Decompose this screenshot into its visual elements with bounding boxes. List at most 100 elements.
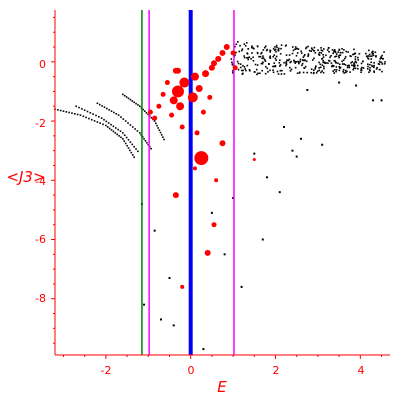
data-point <box>273 65 275 68</box>
data-point <box>351 61 354 63</box>
data-point <box>147 113 149 116</box>
data-point <box>230 58 233 60</box>
data-point <box>269 51 272 53</box>
data-point <box>291 46 294 48</box>
data-point <box>131 154 134 156</box>
data-point <box>261 62 264 65</box>
data-point <box>232 69 234 72</box>
data-point <box>353 65 356 68</box>
data-point <box>306 71 308 74</box>
data-point <box>298 61 300 64</box>
data-point <box>378 63 381 66</box>
data-point <box>318 54 321 56</box>
data-point <box>102 123 104 126</box>
data-point <box>106 107 108 110</box>
data-point <box>297 60 299 63</box>
data-point <box>337 51 340 53</box>
data-point <box>82 115 85 118</box>
data-point <box>383 63 386 65</box>
data-point <box>320 52 323 54</box>
data-point <box>355 84 358 87</box>
data-point <box>81 108 83 110</box>
data-point <box>256 51 259 54</box>
data-point <box>319 66 322 69</box>
highlight-point <box>156 103 162 109</box>
data-point <box>239 63 242 65</box>
data-point <box>261 51 263 54</box>
data-point <box>317 53 320 56</box>
data-point <box>320 49 323 51</box>
data-point <box>143 138 145 140</box>
data-point <box>274 48 277 51</box>
data-point <box>68 111 70 114</box>
data-point <box>294 46 297 48</box>
data-point <box>368 49 370 52</box>
data-point <box>353 67 355 70</box>
data-point <box>347 51 349 53</box>
data-point <box>327 59 330 62</box>
data-point <box>370 58 373 60</box>
data-point <box>108 127 111 130</box>
data-point <box>352 53 354 56</box>
highlight-point <box>179 124 185 130</box>
data-point <box>368 71 370 74</box>
data-point <box>341 51 344 54</box>
data-point <box>299 60 302 63</box>
data-point <box>303 53 306 56</box>
data-point <box>92 113 94 115</box>
data-point <box>365 52 367 55</box>
data-point <box>305 47 307 50</box>
data-point <box>239 44 241 47</box>
data-point <box>353 62 355 64</box>
highlight-point <box>190 72 199 81</box>
data-point <box>131 100 134 102</box>
data-point <box>361 60 364 63</box>
data-point <box>133 101 135 104</box>
highlight-point <box>171 85 184 98</box>
highlight-point <box>195 84 203 92</box>
data-point <box>318 69 321 72</box>
data-point <box>261 238 264 241</box>
data-point <box>294 66 297 69</box>
data-point <box>95 114 97 117</box>
data-point <box>301 62 304 65</box>
data-point <box>322 59 324 62</box>
data-point <box>307 55 309 58</box>
data-point <box>335 69 338 71</box>
data-point <box>318 51 321 54</box>
highlight-point <box>200 109 206 115</box>
data-point <box>297 48 300 50</box>
data-point <box>358 52 361 55</box>
data-point <box>346 66 349 69</box>
highlight-point <box>252 158 256 162</box>
data-point <box>241 69 243 72</box>
data-point <box>333 72 335 74</box>
data-point <box>252 59 255 62</box>
data-point <box>352 68 354 71</box>
data-point <box>256 73 258 76</box>
data-point <box>371 64 373 67</box>
data-point <box>243 43 246 45</box>
data-point <box>361 66 363 69</box>
data-point <box>322 61 325 64</box>
y-tick-label: -4 <box>35 175 46 188</box>
data-point <box>310 71 313 74</box>
data-point <box>368 53 371 56</box>
data-point <box>129 124 132 126</box>
data-point <box>273 62 276 64</box>
x-axis-title: E <box>217 378 227 396</box>
data-point <box>335 62 337 64</box>
data-point <box>380 57 383 59</box>
data-point <box>129 141 132 143</box>
data-point <box>328 60 331 62</box>
data-point <box>272 71 275 74</box>
data-point <box>250 46 253 49</box>
data-point <box>343 72 345 74</box>
highlight-point <box>223 44 230 51</box>
data-point <box>346 64 349 67</box>
data-point <box>272 55 274 58</box>
data-point <box>314 68 317 70</box>
data-point <box>365 55 368 58</box>
data-point <box>307 45 309 48</box>
